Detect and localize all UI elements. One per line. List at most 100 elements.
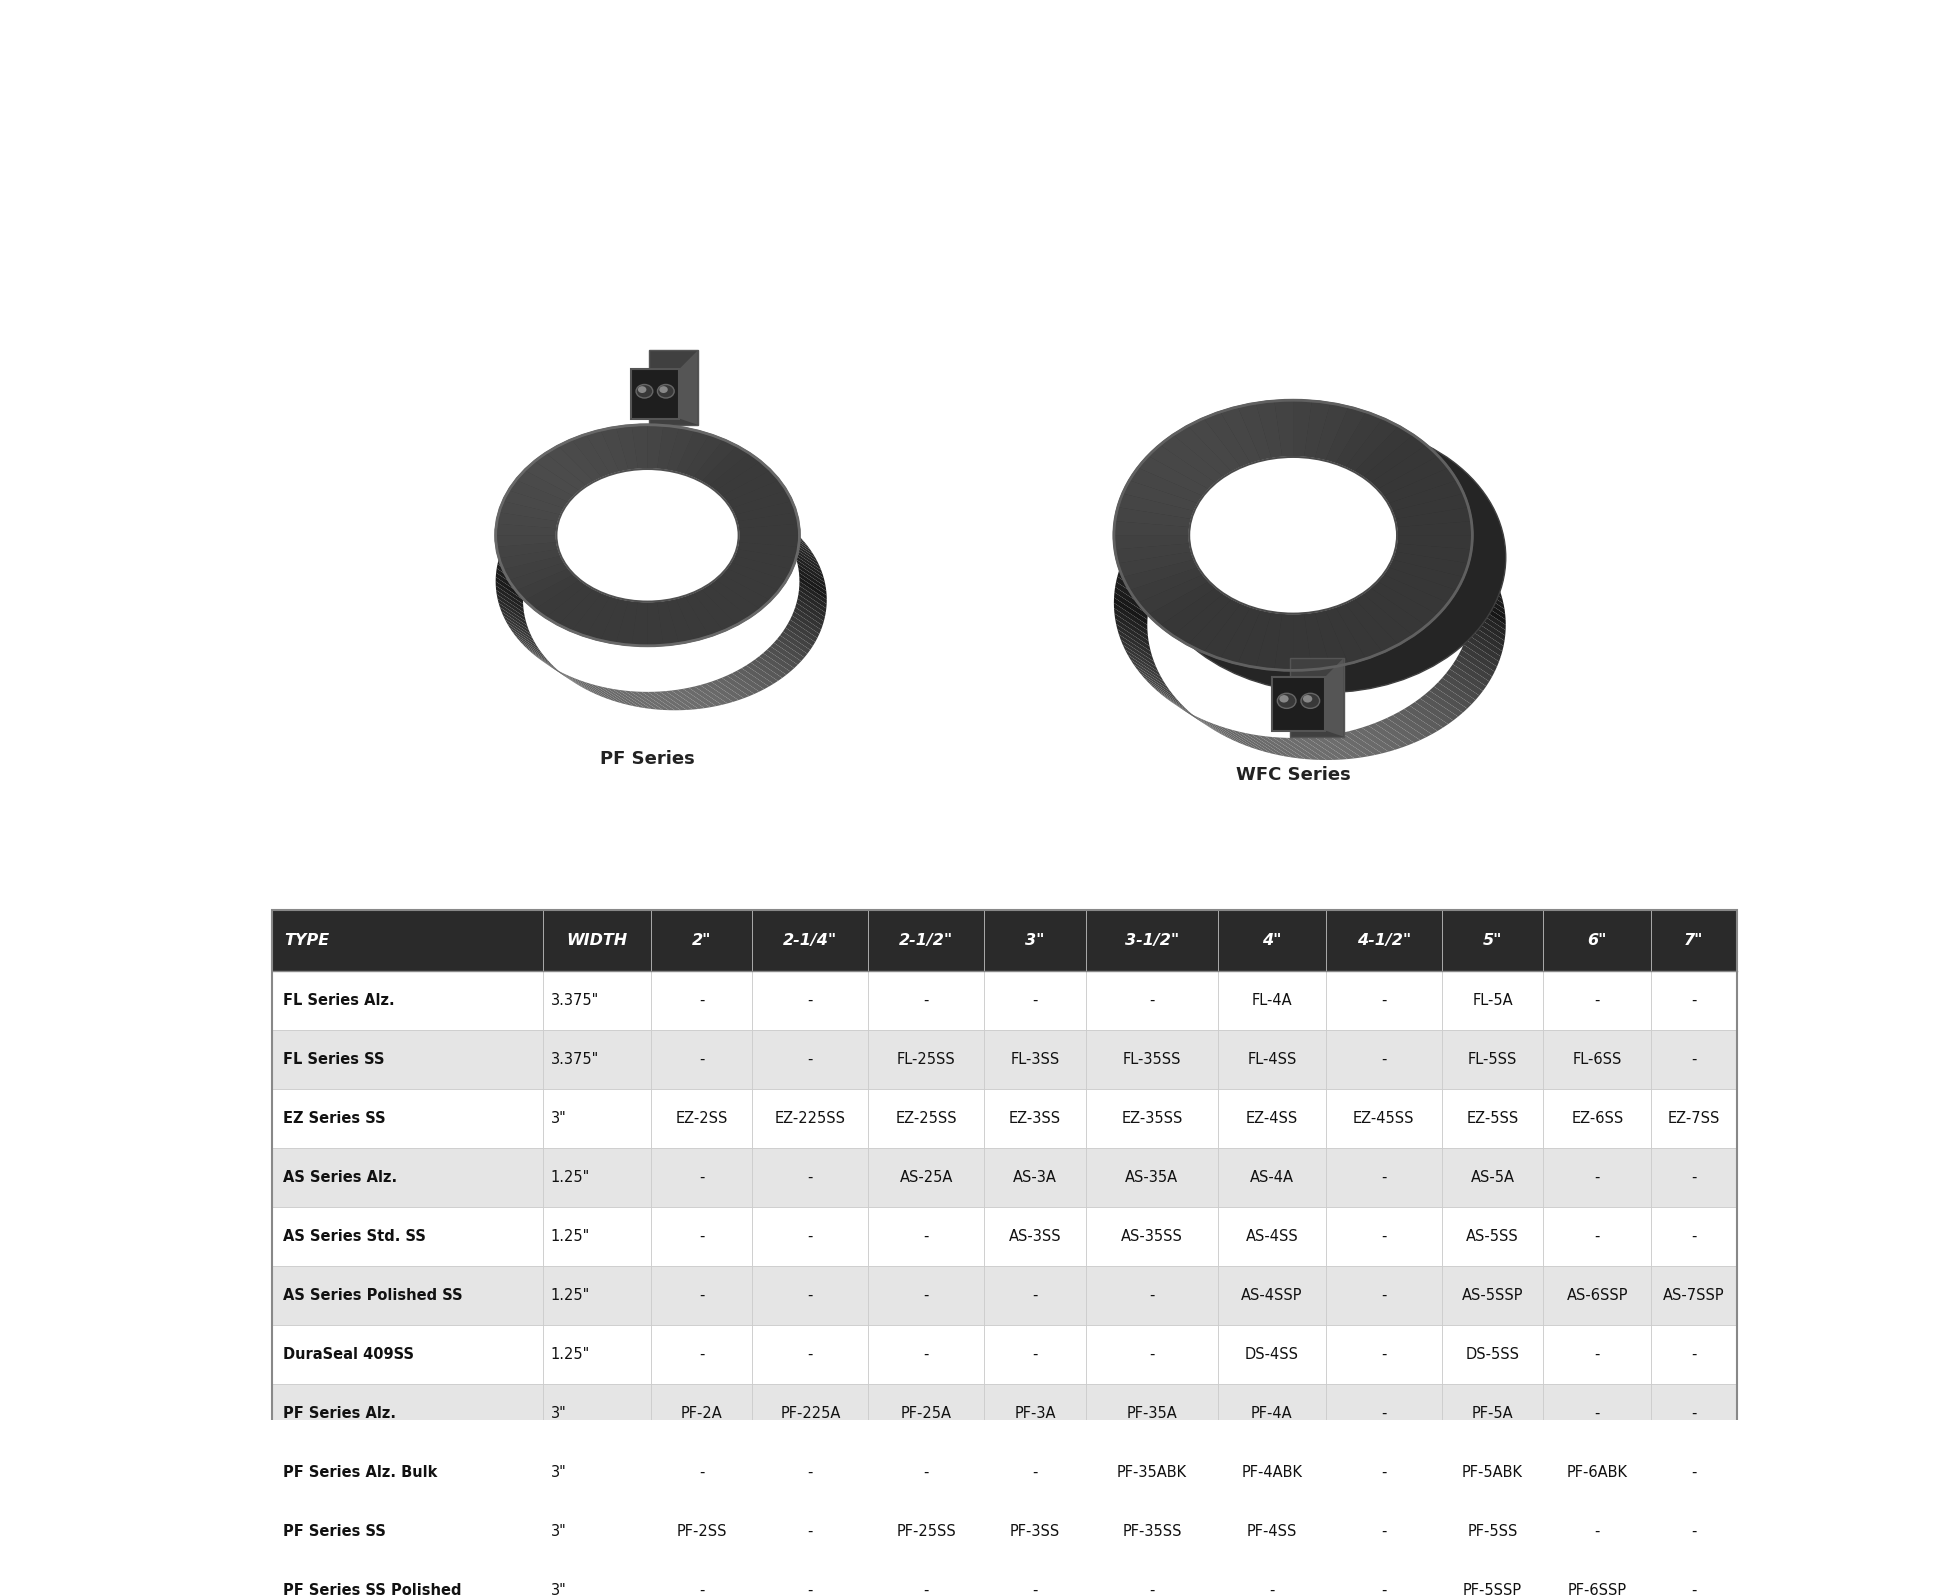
Polygon shape [1466,635,1501,662]
Polygon shape [1370,581,1439,625]
Polygon shape [664,691,698,710]
Text: PF-35A: PF-35A [1127,1405,1178,1421]
Polygon shape [1378,456,1448,496]
Text: -: - [700,1346,704,1362]
Polygon shape [1280,737,1319,759]
Text: AS Series Std. SS: AS Series Std. SS [282,1230,425,1244]
Text: -: - [808,1053,813,1067]
Polygon shape [1117,493,1194,518]
Polygon shape [708,453,760,491]
Text: PF-3A: PF-3A [1015,1405,1056,1421]
Polygon shape [1160,435,1223,483]
Polygon shape [647,692,680,710]
Bar [1086,1325,1217,1384]
Bar [651,1089,753,1148]
Bar [868,1207,984,1266]
Text: DuraSeal 409SS: DuraSeal 409SS [282,1346,414,1362]
Text: -: - [923,1346,929,1362]
Polygon shape [711,679,745,700]
Polygon shape [1456,545,1492,573]
Text: AS-5SS: AS-5SS [1466,1230,1519,1244]
Bar [868,1502,984,1562]
Bar [753,1443,868,1502]
Text: PF-225A: PF-225A [780,1405,841,1421]
Polygon shape [694,440,737,482]
Bar [753,971,868,1030]
Polygon shape [521,643,553,665]
Polygon shape [786,534,815,558]
Text: FL-3SS: FL-3SS [1011,1053,1060,1067]
Polygon shape [1137,668,1174,695]
Polygon shape [666,427,694,472]
Polygon shape [1137,533,1174,558]
Text: FL-5A: FL-5A [1472,994,1513,1008]
Polygon shape [770,517,802,539]
Text: EZ-4SS: EZ-4SS [1247,1112,1298,1126]
Polygon shape [1258,735,1298,758]
Text: -: - [808,1171,813,1185]
Polygon shape [1172,702,1209,727]
Bar [1650,1384,1737,1443]
Text: 3": 3" [551,1582,566,1595]
Text: PF-2A: PF-2A [680,1405,723,1421]
Polygon shape [559,671,590,692]
Bar [1443,1325,1543,1384]
Polygon shape [1466,566,1501,593]
Text: 7": 7" [1684,933,1703,947]
Bar [1650,1502,1737,1562]
Bar [651,1030,753,1089]
Polygon shape [623,472,657,491]
Text: -: - [1382,1464,1386,1480]
Polygon shape [715,574,770,609]
Polygon shape [1258,469,1298,493]
Polygon shape [1117,552,1194,577]
Bar [868,1148,984,1207]
Text: PF-3SS: PF-3SS [1009,1523,1060,1539]
Bar [984,1207,1086,1266]
Polygon shape [1166,504,1205,530]
Polygon shape [1149,683,1186,708]
Polygon shape [545,662,576,684]
Polygon shape [525,461,580,496]
Polygon shape [751,501,782,522]
Polygon shape [517,640,549,662]
Bar [1325,1384,1443,1443]
Polygon shape [600,475,633,494]
Text: PF Series: PF Series [600,750,696,769]
Polygon shape [615,426,639,471]
Polygon shape [1472,587,1505,614]
Polygon shape [1274,400,1294,458]
Bar [1086,1562,1217,1595]
Polygon shape [798,565,825,587]
Polygon shape [504,555,564,581]
Polygon shape [1217,726,1258,750]
Polygon shape [1237,732,1278,754]
Polygon shape [1321,735,1362,758]
Polygon shape [1294,612,1311,670]
Polygon shape [1472,614,1505,641]
Bar [1217,1207,1325,1266]
Polygon shape [1131,659,1166,686]
Polygon shape [1374,721,1413,745]
Polygon shape [653,471,686,490]
Bar [1543,1384,1650,1443]
Polygon shape [586,431,619,475]
Polygon shape [631,424,647,469]
Bar [651,971,753,1030]
Bar [1650,1443,1737,1502]
Text: -: - [808,994,813,1008]
Polygon shape [504,490,564,515]
Text: AS-4A: AS-4A [1250,1171,1294,1185]
Ellipse shape [1190,456,1397,614]
Bar [1217,971,1325,1030]
Polygon shape [737,491,768,514]
Polygon shape [1225,475,1264,501]
Text: DS-4SS: DS-4SS [1245,1346,1299,1362]
Polygon shape [1315,609,1348,667]
Polygon shape [1115,576,1151,605]
Bar [1543,1562,1650,1595]
Bar [984,909,1086,971]
Polygon shape [706,478,739,499]
Polygon shape [584,478,617,499]
Text: PF-35ABK: PF-35ABK [1117,1464,1188,1480]
